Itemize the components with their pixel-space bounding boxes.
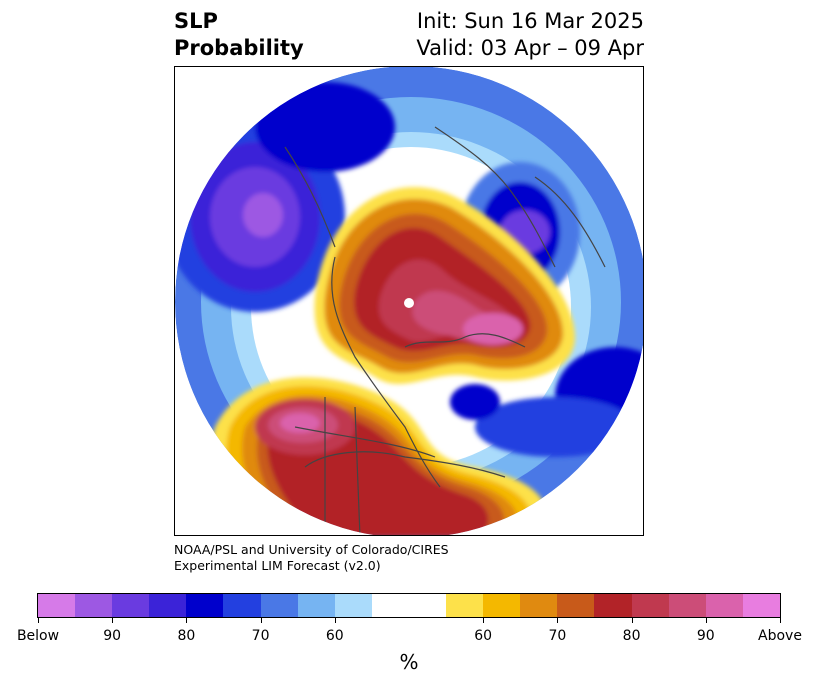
- colorbar-tick: [557, 618, 559, 623]
- colorbar-segment: [260, 594, 298, 617]
- colorbar-tick-label: 60: [474, 628, 493, 644]
- colorbar-segment: [483, 594, 521, 617]
- colorbar-tick: [38, 618, 39, 623]
- colorbar-segment: [75, 594, 113, 617]
- colorbar-tick-label: 90: [696, 628, 715, 644]
- low-siberia: [450, 162, 643, 457]
- colorbar-tick-label: 80: [177, 628, 196, 644]
- colorbar-segment: [334, 594, 372, 617]
- colorbar: [37, 593, 781, 618]
- colorbar-segment: [112, 594, 150, 617]
- map-disk: [175, 67, 643, 535]
- colorbar-tick-label: 60: [325, 628, 344, 644]
- colorbar-tick: [483, 618, 485, 623]
- init-date: Init: Sun 16 Mar 2025: [416, 9, 644, 33]
- colorbar-segment: [446, 594, 484, 617]
- colorbar-segment: [297, 594, 335, 617]
- credit-line-2: Experimental LIM Forecast (v2.0): [174, 558, 381, 573]
- colorbar-segment: [371, 594, 409, 617]
- colorbar-tick-label: 90: [103, 628, 122, 644]
- variable-title: SLP: [174, 9, 218, 33]
- colorbar-tick-label: 70: [251, 628, 270, 644]
- credit-text: NOAA/PSL and University of Colorado/CIRE…: [174, 542, 449, 574]
- high-arctic: [314, 187, 575, 385]
- title-left: SLP Probability: [174, 8, 304, 62]
- valid-range: Valid: 03 Apr – 09 Apr: [416, 36, 644, 60]
- probability-map: [175, 67, 643, 535]
- map-frame: [174, 66, 644, 536]
- colorbar-segment: [408, 594, 447, 617]
- colorbar-tick: [780, 618, 781, 623]
- colorbar-segment: [38, 594, 76, 617]
- colorbar-tick: [334, 618, 336, 623]
- colorbar-segment: [631, 594, 669, 617]
- colorbar-segment: [149, 594, 187, 617]
- variable-subtitle: Probability: [174, 36, 304, 60]
- colorbar-tick-label: 80: [622, 628, 641, 644]
- colorbar-tick-label: 70: [548, 628, 567, 644]
- colorbar-segment: [705, 594, 743, 617]
- coastlines: [284, 126, 606, 535]
- colorbar-tick: [631, 618, 633, 623]
- credit-line-1: NOAA/PSL and University of Colorado/CIRE…: [174, 542, 449, 557]
- colorbar-tick: [705, 618, 707, 623]
- colorbar-tick-label: Above: [758, 628, 802, 644]
- colorbar-tick-label: Below: [16, 628, 60, 644]
- title-right: Init: Sun 16 Mar 2025 Valid: 03 Apr – 09…: [416, 8, 644, 62]
- colorbar-segment: [223, 594, 261, 617]
- high-north-america: [211, 377, 547, 535]
- colorbar-segment: [742, 594, 780, 617]
- pole-marker: [404, 298, 414, 308]
- colorbar-segment: [557, 594, 595, 617]
- colorbar-segment: [520, 594, 558, 617]
- colorbar-segment: [594, 594, 632, 617]
- colorbar-segment: [186, 594, 224, 617]
- colorbar-tick: [186, 618, 188, 623]
- colorbar-tick: [112, 618, 114, 623]
- colorbar-segment: [668, 594, 706, 617]
- colorbar-tick: [260, 618, 262, 623]
- colorbar-units: %: [399, 650, 419, 674]
